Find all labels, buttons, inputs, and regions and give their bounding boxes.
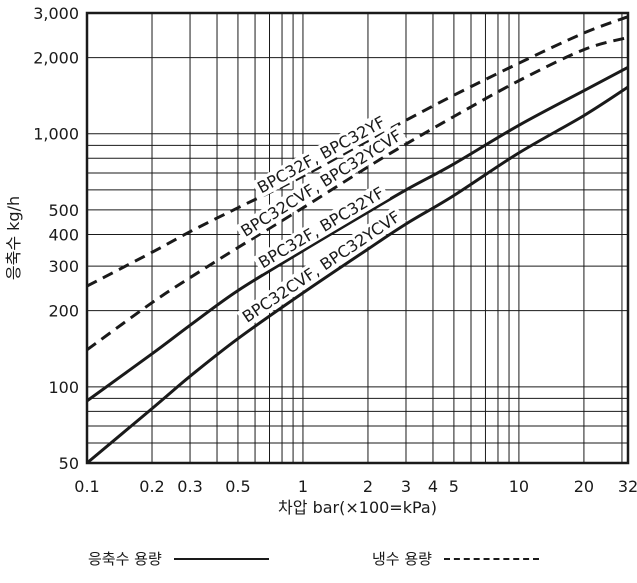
series-lines (86, 15, 629, 465)
x-tick-label: 32 (618, 477, 637, 496)
y-tick-label: 300 (48, 257, 79, 276)
x-tick-label: 0.2 (139, 477, 164, 496)
legend-dashed-swatch (443, 557, 539, 560)
x-tick-label: 2 (363, 477, 373, 496)
x-tick-label: 5 (449, 477, 459, 496)
y-tick-label: 2,000 (33, 49, 79, 68)
y-tick-label: 400 (48, 225, 79, 244)
series-label-backing (251, 110, 392, 199)
x-tick-label: 0.5 (225, 477, 250, 496)
legend-dashed-label: 냉수 용량 (372, 550, 432, 568)
legend-solid: 응축수 용량 (88, 548, 269, 569)
x-tick-label: 0.1 (74, 477, 99, 496)
x-tick-label: 1 (298, 477, 308, 496)
y-tick-label: 3,000 (33, 4, 79, 23)
dashed-series-line (86, 36, 629, 352)
x-tick-label: 3 (401, 477, 411, 496)
x-tick-label: 20 (574, 477, 594, 496)
x-tick-label: 0.3 (177, 477, 202, 496)
series-label-backing (252, 181, 391, 274)
y-axis-title: 응축수 kg/h (4, 196, 23, 280)
legend-dashed: 냉수 용량 (372, 548, 539, 569)
series-label-backing (234, 124, 408, 243)
y-tick-label: 50 (59, 454, 79, 473)
series-label-backing (236, 205, 407, 329)
dashed-series-line (86, 15, 629, 288)
x-tick-label: 10 (509, 477, 529, 496)
legend-solid-label: 응축수 용량 (88, 550, 162, 568)
y-tick-label: 100 (48, 378, 79, 397)
solid-series-line (86, 85, 629, 465)
y-tick-label: 200 (48, 302, 79, 321)
y-tick-labels: 50 100 200 300 400 500 1,000 2,000 3,000 (33, 4, 79, 473)
solid-series-line (86, 65, 629, 403)
legend-solid-swatch (173, 557, 269, 560)
plot-frame (85, 11, 630, 465)
x-axis-title: 차압 bar(×100=kPa) (278, 498, 437, 517)
y-tick-label: 1,000 (33, 125, 79, 144)
y-tick-label: 500 (48, 201, 79, 220)
x-tick-label: 4 (428, 477, 438, 496)
x-tick-labels: 0.1 0.2 0.3 0.5 1 2 3 4 5 10 20 32 (74, 477, 637, 496)
